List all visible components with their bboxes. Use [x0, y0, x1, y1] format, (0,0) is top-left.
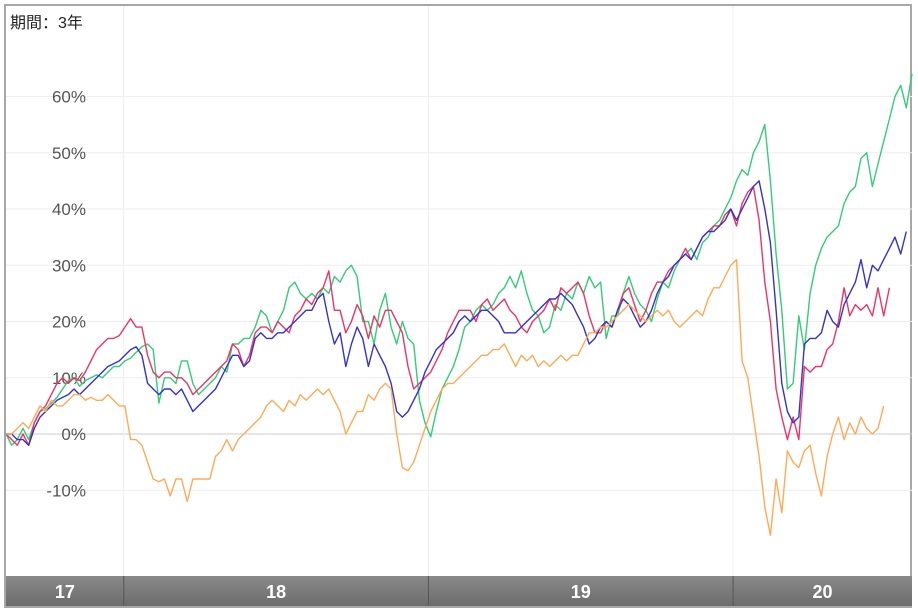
series-line-green — [5, 73, 913, 446]
y-tick-label: 30% — [52, 256, 86, 275]
x-tick-label: 18 — [266, 582, 286, 602]
period-label: 期間：3年 — [10, 15, 83, 32]
x-tick-label: 17 — [55, 582, 75, 602]
chart-frame — [4, 4, 912, 608]
y-tick-label: -10% — [46, 481, 86, 500]
y-tick-label: 60% — [52, 88, 86, 107]
series-line-orange — [6, 258, 885, 536]
x-tick-label: 20 — [813, 582, 833, 602]
y-tick-label: 50% — [52, 144, 86, 163]
x-tick-label: 19 — [571, 582, 591, 602]
y-tick-label: 20% — [52, 313, 86, 332]
x-axis-band — [6, 576, 912, 606]
series-line-blue — [6, 180, 907, 446]
y-tick-label: 0% — [61, 425, 86, 444]
series-line-red — [5, 185, 891, 446]
y-tick-label: 40% — [52, 200, 86, 219]
